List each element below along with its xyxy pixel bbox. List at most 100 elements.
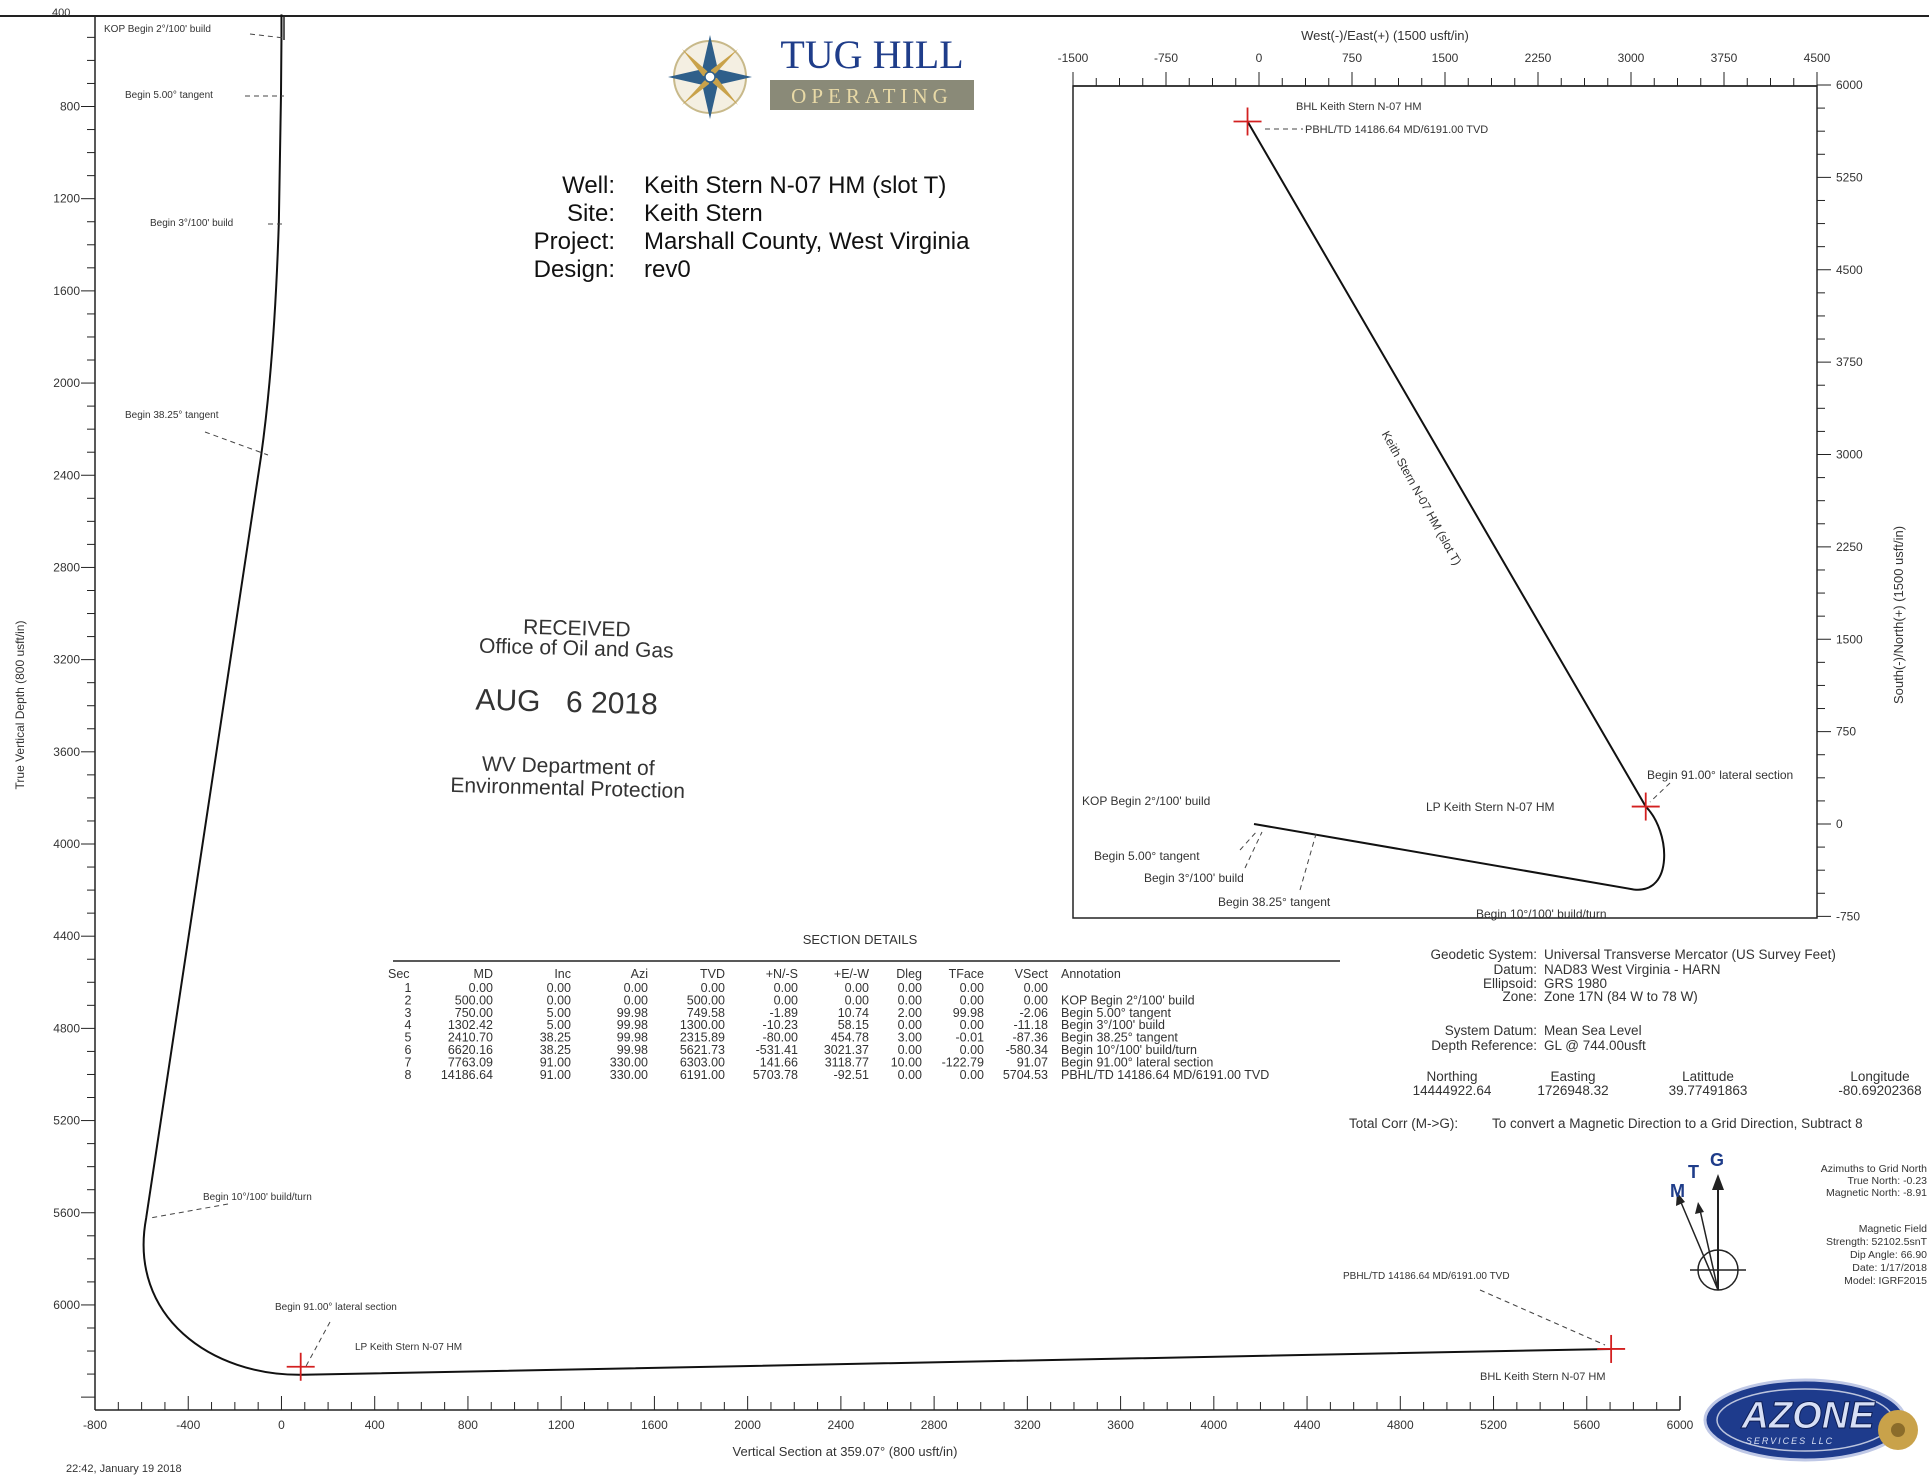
design-value: rev0 — [644, 256, 691, 283]
section-cell: 0.00 — [960, 993, 984, 1007]
geodetic-label: Ellipsoid: — [1483, 976, 1537, 991]
pv-y-tick-label: 3750 — [1836, 355, 1863, 369]
section-cell: 0.00 — [624, 981, 648, 995]
section-cell: 2.00 — [898, 1006, 922, 1020]
section-cell: 5.00 — [547, 1018, 571, 1032]
pv-y-tick-label: -750 — [1836, 909, 1860, 923]
stamp-dept: WV Department of — [482, 753, 655, 781]
section-cell: -1.89 — [770, 1006, 799, 1020]
section-cell: 38.25 — [540, 1043, 571, 1057]
section-cell: 454.78 — [831, 1031, 869, 1045]
pv-x-tick-label: -1500 — [1058, 51, 1089, 65]
section-cell: Begin 38.25° tangent — [1061, 1031, 1178, 1045]
vs-ann-tangent38-leader — [204, 431, 269, 456]
pv-well-label: Keith Stern N-07 HM (slot T) — [1379, 429, 1465, 568]
vs-x-tick-label: 800 — [458, 1418, 478, 1432]
geodetic-label: Geodetic System: — [1430, 947, 1537, 962]
section-cell: -122.79 — [942, 1055, 984, 1069]
pv-x-tick-label: 1500 — [1432, 51, 1459, 65]
section-header-cell: +E/-W — [834, 967, 869, 981]
vs-ann-kop: KOP Begin 2°/100' build — [104, 24, 211, 35]
vs-y-tick-label: 6000 — [53, 1298, 80, 1312]
vs-x-tick-label: 400 — [365, 1418, 385, 1432]
section-header-cell: Sec — [388, 967, 410, 981]
section-cell: -87.36 — [1013, 1031, 1048, 1045]
vs-x-tick-label: 3600 — [1107, 1418, 1134, 1432]
section-cell: 99.98 — [617, 1006, 648, 1020]
logo-name: TUG HILL — [780, 32, 963, 77]
pv-ann-lateral-leader — [1649, 782, 1671, 803]
design-label: Design: — [534, 256, 615, 283]
section-cell: 3021.37 — [824, 1043, 869, 1057]
pv-x-tick-label: 2250 — [1525, 51, 1552, 65]
section-cell: -11.18 — [1013, 1018, 1048, 1032]
pv-y-tick-label: 4500 — [1836, 263, 1863, 277]
pv-annotation-layer: BHL Keith Stern N-07 HM PBHL/TD 14186.64 … — [1082, 101, 1793, 921]
pv-ann-kop: KOP Begin 2°/100' build — [1082, 794, 1210, 808]
vs-x-tick-label: 4000 — [1200, 1418, 1227, 1432]
stamp-office: Office of Oil and Gas — [479, 635, 674, 663]
north-g-label: G — [1710, 1150, 1724, 1170]
coord-value: 14444922.64 — [1413, 1083, 1492, 1098]
well-value: Keith Stern N-07 HM (slot T) — [644, 172, 946, 199]
section-header-cell: Dleg — [896, 967, 922, 981]
azone-logo-text: AZONE — [1741, 1395, 1877, 1437]
pv-y-tick-label: 6000 — [1836, 78, 1863, 92]
well-info: Well: Keith Stern N-07 HM (slot T) Site:… — [534, 172, 970, 283]
vs-y-tick-label: 4000 — [53, 837, 80, 851]
section-cell: 2315.89 — [680, 1031, 725, 1045]
section-cell: 0.00 — [547, 981, 571, 995]
stamp-received: RECEIVED — [523, 616, 631, 642]
section-cell: 3118.77 — [825, 1055, 869, 1069]
pv-ann-lateral: Begin 91.00° lateral section — [1647, 768, 1793, 782]
pv-y-tick-label: 3000 — [1836, 448, 1863, 462]
section-cell: 99.98 — [617, 1031, 648, 1045]
section-details-title: SECTION DETAILS — [803, 932, 918, 947]
pv-ann-build3-leader — [1244, 831, 1263, 869]
plot-timestamp: 22:42, January 19 2018 — [66, 1463, 182, 1475]
section-cell: -10.23 — [763, 1018, 798, 1032]
section-header-cell: Azi — [631, 967, 648, 981]
pv-ann-tangent38: Begin 38.25° tangent — [1218, 895, 1331, 909]
vs-curve-layer — [142, 14, 1626, 1381]
section-cell: 0.00 — [960, 1018, 984, 1032]
pv-x-tick-label: 3000 — [1618, 51, 1645, 65]
pv-well-path-line — [1246, 120, 1666, 891]
stamp-date: 6 2018 — [566, 686, 659, 721]
section-cell: -580.34 — [1006, 1043, 1048, 1057]
section-cell: 330.00 — [610, 1055, 648, 1069]
pv-ann-tangent5-leader — [1239, 829, 1259, 851]
stamp-env: Environmental Protection — [450, 774, 685, 803]
section-cell: 3.00 — [898, 1031, 922, 1045]
project-label: Project: — [534, 228, 615, 255]
section-cell: 0.00 — [960, 1043, 984, 1057]
vs-x-tick-label: 1600 — [641, 1418, 668, 1432]
vs-x-tick-label: -400 — [176, 1418, 200, 1432]
section-cell: 0.00 — [898, 993, 922, 1007]
vs-y-tick-label: 2800 — [53, 560, 80, 574]
coord-header: Easting — [1550, 1069, 1595, 1084]
section-cell: 5 — [405, 1031, 412, 1045]
vs-x-tick-label: 6000 — [1667, 1418, 1694, 1432]
north-t-label: T — [1688, 1162, 1699, 1182]
section-cell: 0.00 — [774, 981, 798, 995]
section-cell: 7763.09 — [448, 1055, 493, 1069]
section-header-cell: VSect — [1015, 967, 1049, 981]
vs-y-tick-label: 1600 — [53, 284, 80, 298]
section-cell: 4 — [405, 1018, 412, 1032]
vs-x-axis-label: Vertical Section at 359.07° (800 usft/in… — [733, 1444, 958, 1459]
section-cell: 58.15 — [838, 1018, 869, 1032]
pv-ann-tangent38-leader — [1299, 833, 1317, 891]
section-cell: 0.00 — [701, 981, 725, 995]
section-cell: 38.25 — [540, 1031, 571, 1045]
coord-header: Longitude — [1850, 1069, 1909, 1084]
vs-ann-build3: Begin 3°/100' build — [150, 218, 233, 229]
section-header-cell: Inc — [554, 967, 571, 981]
vs-y-tick-label: 3600 — [53, 745, 80, 759]
site-label: Site: — [567, 200, 615, 227]
section-cell: 0.00 — [960, 1068, 984, 1082]
section-cell: 750.00 — [455, 1006, 493, 1020]
field-note: Magnetic Field — [1859, 1223, 1927, 1235]
coord-header: Northing — [1426, 1069, 1477, 1084]
